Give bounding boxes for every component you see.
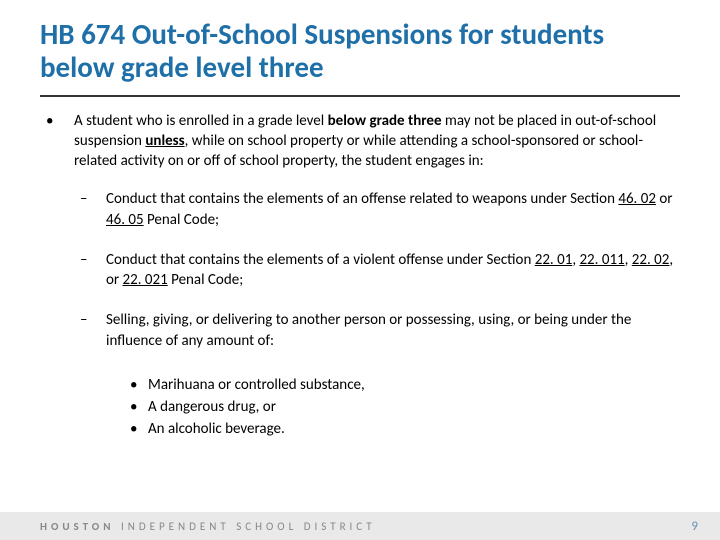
bullet-marker: • [130, 419, 148, 439]
text-bold-underline: unless [145, 132, 184, 150]
bullet-marker: • [40, 111, 74, 172]
sub-item-3: • An alcoholic beverage. [40, 419, 680, 439]
text-run: Conduct that contains the elements of a … [106, 251, 535, 269]
sub-item-1: • Marihuana or controlled substance, [40, 375, 680, 395]
text-underline: 22. 021 [123, 271, 168, 289]
slide-title: HB 674 Out-of-School Suspensions for stu… [40, 18, 680, 85]
dash-text: Conduct that contains the elements of a … [106, 250, 680, 291]
bullet-marker: • [130, 375, 148, 395]
sub-item-2: • A dangerous drug, or [40, 397, 680, 417]
text-run: Conduct that contains the elements of an… [106, 190, 618, 208]
slide: HB 674 Out-of-School Suspensions for stu… [0, 0, 720, 540]
text-run: , [625, 251, 632, 269]
footer-bar: HOUSTON INDEPENDENT SCHOOL DISTRICT 9 [0, 512, 720, 540]
dash-marker: – [80, 310, 106, 351]
dash-item-3: – Selling, giving, or delivering to anot… [40, 310, 680, 351]
bullet-marker: • [130, 397, 148, 417]
page-number: 9 [691, 519, 698, 534]
footer-org: HOUSTON INDEPENDENT SCHOOL DISTRICT [40, 520, 376, 533]
sub-text: An alcoholic beverage. [148, 419, 680, 439]
dash-marker: – [80, 189, 106, 230]
text-underline: 22. 02 [632, 251, 670, 269]
sub-text: Marihuana or controlled substance, [148, 375, 680, 395]
text-underline: 46. 02 [618, 190, 656, 208]
text-underline: 22. 01 [535, 251, 573, 269]
text-underline: 22. 011 [579, 251, 624, 269]
text-run: A student who is enrolled in a grade lev… [74, 112, 328, 130]
sub-text: A dangerous drug, or [148, 397, 680, 417]
dash-marker: – [80, 250, 106, 291]
text-run: or [656, 190, 673, 208]
intro-text: A student who is enrolled in a grade lev… [74, 111, 680, 172]
dash-text: Selling, giving, or delivering to anothe… [106, 310, 680, 351]
text-bold: below grade three [328, 112, 445, 130]
intro-bullet: • A student who is enrolled in a grade l… [40, 111, 680, 172]
dash-item-2: – Conduct that contains the elements of … [40, 250, 680, 291]
text-underline: 46. 05 [106, 211, 144, 229]
dash-item-1: – Conduct that contains the elements of … [40, 189, 680, 230]
footer-bold: HOUSTON [40, 520, 115, 533]
title-rule [40, 95, 680, 97]
text-run: Penal Code; [168, 271, 243, 289]
dash-text: Conduct that contains the elements of an… [106, 189, 680, 230]
footer-rest: INDEPENDENT SCHOOL DISTRICT [115, 520, 376, 533]
text-run: Penal Code; [144, 211, 219, 229]
